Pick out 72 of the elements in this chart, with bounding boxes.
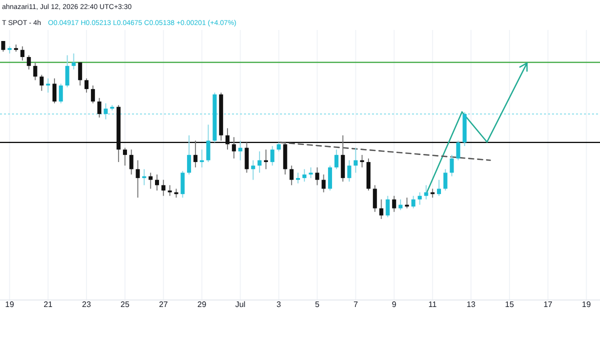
candlestick	[180, 170, 185, 198]
x-tick-label: 17	[543, 300, 553, 309]
candlestick	[90, 85, 95, 104]
candlestick	[334, 149, 338, 170]
candlestick	[418, 192, 422, 206]
candlestick	[155, 174, 160, 192]
candlestick	[78, 62, 82, 86]
candlestick	[40, 74, 44, 92]
candlestick	[148, 172, 153, 190]
candlestick	[443, 168, 448, 192]
candlestick	[244, 142, 249, 174]
candlestick	[340, 134, 345, 182]
candlestick	[392, 195, 396, 212]
candlestick	[347, 160, 352, 182]
x-tick-label: 19	[5, 300, 15, 309]
x-tick-label: 5	[314, 300, 320, 309]
candlestick	[58, 83, 63, 104]
candlestick	[20, 46, 24, 62]
x-tick-label: 15	[505, 300, 514, 309]
candlestick	[372, 184, 377, 212]
x-tick-label: 3	[276, 300, 282, 309]
candlestick	[379, 198, 384, 220]
candlestick	[251, 160, 256, 180]
x-tick-label: 23	[82, 300, 92, 309]
candlestick	[84, 78, 89, 94]
x-tick-label: 11	[428, 300, 438, 309]
candlestick	[1, 40, 6, 52]
candlestick	[129, 149, 134, 175]
x-tick-label: 21	[44, 300, 54, 309]
candlestick	[193, 140, 198, 168]
candlestick	[232, 136, 236, 159]
candlestick	[270, 146, 274, 166]
candlestick	[104, 102, 108, 120]
candlestick	[424, 184, 428, 200]
x-tick-label: Jul	[235, 300, 246, 309]
candlestick	[436, 179, 441, 196]
candlestick	[322, 174, 326, 193]
x-tick-label: 27	[158, 300, 168, 309]
candlestick	[238, 140, 242, 161]
candlestick	[308, 166, 313, 179]
candlestick	[97, 97, 102, 118]
candlestick	[354, 147, 358, 174]
candlestick	[290, 165, 294, 186]
candlestick	[258, 150, 262, 174]
candlestick	[161, 179, 166, 196]
candlestick	[52, 78, 56, 104]
x-tick-label: 13	[466, 300, 476, 309]
candlestick	[296, 172, 300, 184]
x-tick-label: 19	[582, 300, 592, 309]
candlestick	[26, 54, 31, 70]
candlestick	[33, 62, 38, 81]
x-tick-label: 7	[353, 300, 358, 309]
x-tick-label: 25	[120, 300, 130, 309]
candlestick	[72, 52, 76, 70]
candlestick	[136, 160, 140, 198]
candlestick	[398, 198, 403, 211]
candlestick	[315, 166, 320, 186]
candlestick	[65, 54, 70, 88]
candlestick	[456, 140, 460, 161]
candlestick	[386, 195, 390, 218]
candlestick	[187, 134, 192, 175]
candlestick	[46, 78, 50, 94]
candlestick	[206, 124, 210, 163]
candlestick	[411, 195, 416, 209]
candlestick	[328, 165, 332, 192]
x-tick-label: 9	[392, 300, 397, 309]
candlestick	[302, 168, 306, 182]
candlestick	[450, 154, 454, 177]
candlestick	[122, 147, 127, 166]
candlestick	[168, 184, 172, 196]
x-tick-label: 29	[197, 300, 207, 309]
candlestick	[226, 128, 230, 150]
